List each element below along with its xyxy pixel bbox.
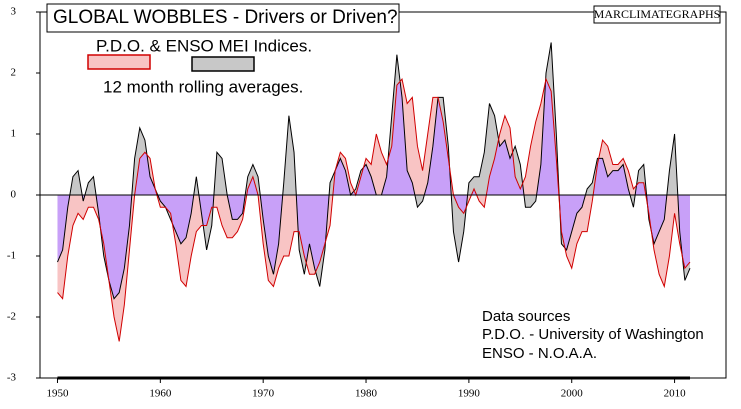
y-tick-label: -2 [7,311,16,323]
subtitle: 12 month rolling averages. [103,77,303,96]
area-fill [57,79,691,342]
x-tick-label: 1960 [149,388,172,400]
series-line [57,77,691,342]
annotation: ENSO - N.O.A.A. [482,345,597,362]
x-tick-label: 2000 [561,388,584,400]
legend-swatch [87,54,151,70]
watermark: MARCLIMATEGRAPHS [594,7,721,21]
title-box [46,3,400,33]
x-tick-label: 1950 [46,388,69,400]
series-line [57,42,691,300]
x-tick-label: 1990 [458,388,481,400]
x-tick-label: 1970 [252,388,275,400]
watermark-box [593,5,721,24]
y-tick-label: -3 [7,372,17,384]
annotation: Data sources [482,308,570,325]
y-tick-label: 2 [11,67,17,79]
legend-swatch [191,56,255,72]
x-tick-label: 1980 [355,388,378,400]
x-tick-label: 2010 [664,388,687,400]
y-tick-label: 1 [11,128,17,140]
chart-title: GLOBAL WOBBLES - Drivers or Driven? [53,7,398,28]
legend-text: P.D.O. & ENSO MEI Indices. [96,36,312,55]
plot [40,42,726,342]
y-tick-label: 0 [11,189,17,201]
y-tick-label: -1 [7,250,16,262]
annotation: P.D.O. - University of Washington [482,326,704,343]
y-tick-label: 3 [11,6,17,18]
